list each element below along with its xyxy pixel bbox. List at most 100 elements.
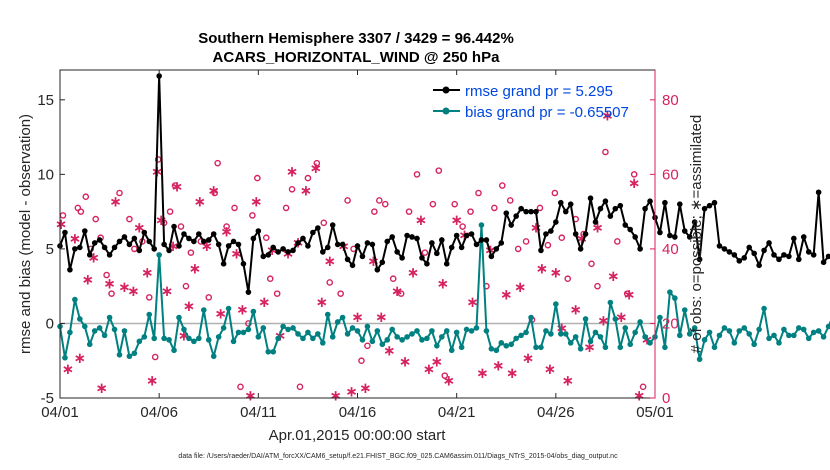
obs-possible-marker xyxy=(92,215,99,223)
rmse-point xyxy=(572,231,579,237)
bias-point xyxy=(572,334,579,340)
bias-point xyxy=(409,331,415,337)
rmse-point xyxy=(548,228,554,234)
bias-point xyxy=(240,329,247,336)
rmse-point xyxy=(473,241,480,248)
rmse-point xyxy=(106,252,113,258)
bias-point xyxy=(761,305,767,312)
obs-possible-marker xyxy=(551,189,559,197)
rmse-point xyxy=(429,240,435,246)
bias-point xyxy=(156,252,162,258)
bias-point xyxy=(756,326,762,333)
bias-point xyxy=(205,337,212,343)
legend-bias-marker xyxy=(442,107,450,115)
obs-assimilated-marker: ∗ xyxy=(415,211,428,229)
rmse-point xyxy=(424,261,430,267)
rmse-point xyxy=(562,208,569,215)
obs-possible-marker xyxy=(145,294,153,301)
bias-point xyxy=(562,331,569,337)
bias-point xyxy=(701,337,708,343)
rmse-point xyxy=(205,237,212,243)
rmse-point xyxy=(691,219,698,225)
rmse-point xyxy=(260,253,267,260)
bias-point xyxy=(543,328,549,334)
rmse-point xyxy=(225,243,232,249)
obs-possible-marker xyxy=(623,290,631,297)
obs-possible-marker xyxy=(273,290,281,297)
obs-possible-marker xyxy=(108,290,115,297)
obs-assimilated-marker: ∗ xyxy=(69,230,82,248)
rmse-point xyxy=(265,252,272,258)
bias-point xyxy=(508,341,515,348)
obs-possible-marker xyxy=(371,208,378,215)
rmse-point xyxy=(478,237,485,243)
bias-point xyxy=(642,334,648,340)
rmse-point xyxy=(825,253,830,260)
x-axis-label: Apr.01,2015 00:00:00 start xyxy=(269,427,447,444)
bias-point xyxy=(77,316,83,322)
bias-point xyxy=(96,325,103,331)
bias-point xyxy=(657,314,663,321)
rmse-point xyxy=(503,210,510,216)
rmse-point xyxy=(577,246,584,252)
rmse-point xyxy=(672,234,678,240)
bias-point xyxy=(498,340,505,346)
bias-point xyxy=(295,331,301,337)
legend-rmse-marker xyxy=(442,86,450,94)
obs-assimilated-marker: ∗ xyxy=(300,181,313,199)
rmse-point xyxy=(756,262,762,269)
rmse-point xyxy=(543,231,549,237)
obs-assimilated-marker: ∗ xyxy=(220,222,233,240)
obs-assimilated-marker: ∗ xyxy=(506,364,519,382)
obs-assimilated-marker: ∗ xyxy=(109,192,122,210)
rmse-point xyxy=(711,199,718,206)
x-tick-label: 04/11 xyxy=(240,404,276,421)
bias-point xyxy=(741,325,748,331)
obs-assimilated-marker: ∗ xyxy=(431,353,444,371)
rmse-point xyxy=(275,249,281,255)
obs-possible-marker xyxy=(223,223,230,230)
obs-possible-marker xyxy=(171,182,179,189)
bias-point xyxy=(171,347,177,354)
obs-possible-marker xyxy=(522,238,530,245)
obs-assimilated-marker: ∗ xyxy=(522,349,535,367)
bias-point xyxy=(230,338,237,345)
obs-possible-marker xyxy=(429,200,437,208)
bias-point xyxy=(101,332,108,339)
obs-assimilated-marker: ∗ xyxy=(450,211,463,229)
obs-assimilated-marker: ∗ xyxy=(161,282,174,300)
rmse-point xyxy=(210,231,217,237)
y-tick-label: 10 xyxy=(37,166,54,183)
bias-point xyxy=(344,331,351,337)
chart-title: Southern Hemisphere 3307 / 3429 = 96.442… xyxy=(198,30,514,47)
bias-point xyxy=(617,344,624,351)
rmse-point xyxy=(295,240,301,246)
bias-point xyxy=(210,353,217,360)
plot-background xyxy=(60,70,655,398)
rmse-point xyxy=(557,199,564,206)
bias-point xyxy=(825,323,830,330)
rmse-point xyxy=(91,240,98,246)
obs-assimilated-marker: ∗ xyxy=(250,192,263,210)
obs-assimilated-marker: ∗ xyxy=(561,371,574,389)
rmse-point xyxy=(617,202,624,209)
rmse-point xyxy=(587,195,594,202)
rmse-point xyxy=(136,247,143,254)
obs-assimilated-marker: ∗ xyxy=(55,215,68,233)
bias-point xyxy=(791,332,797,339)
obs-assimilated-marker: ∗ xyxy=(171,178,184,196)
obs-possible-marker xyxy=(435,167,443,174)
obs-assimilated-marker: ∗ xyxy=(316,293,329,311)
bias-point xyxy=(751,341,757,348)
bias-point xyxy=(176,314,182,321)
bias-point xyxy=(627,341,634,348)
obs-assimilated-marker: ∗ xyxy=(536,260,549,278)
bias-point xyxy=(270,348,277,355)
rmse-point xyxy=(77,244,83,251)
bias-point xyxy=(513,335,519,342)
rmse-point xyxy=(602,198,609,204)
bias-point xyxy=(622,325,629,331)
obs-assimilated-marker: ∗ xyxy=(391,282,404,300)
obs-possible-marker xyxy=(288,185,296,193)
rmse-point xyxy=(166,247,172,254)
